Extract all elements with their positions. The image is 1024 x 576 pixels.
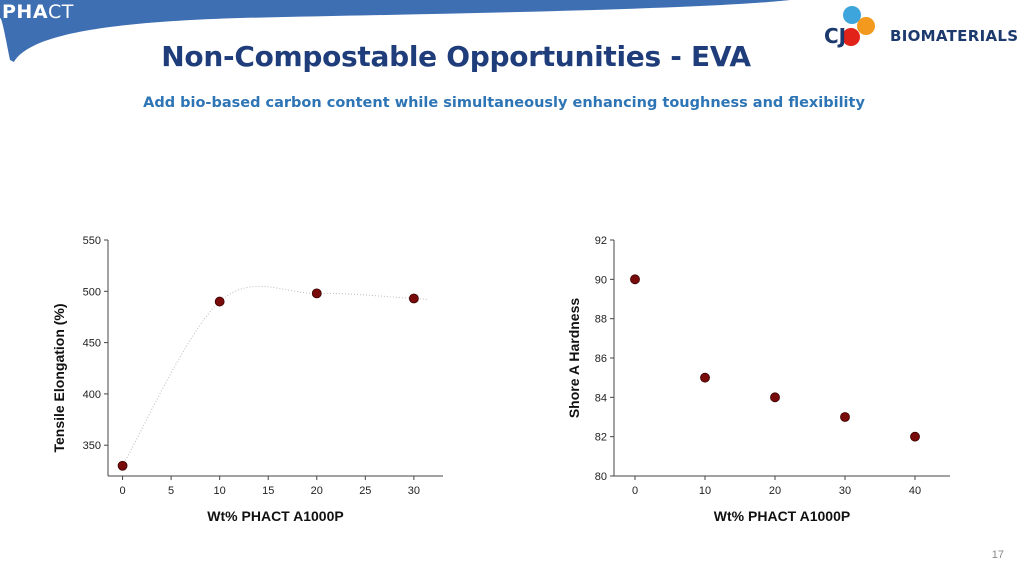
brand-text-bold: PHA	[2, 1, 49, 23]
x-tick-label: 30	[839, 485, 851, 497]
y-tick-label: 90	[595, 274, 607, 286]
y-tick-label: 84	[595, 392, 607, 404]
data-point	[910, 431, 920, 442]
y-axis-title: Shore A Hardness	[566, 298, 582, 419]
x-tick-label: 25	[359, 485, 371, 497]
cj-logo-mark-icon	[842, 6, 875, 46]
page-number: 17	[991, 549, 1004, 561]
y-tick-label: 400	[83, 389, 101, 401]
header-banner	[0, 0, 790, 62]
data-point	[408, 293, 419, 304]
x-tick-label: 5	[168, 485, 174, 497]
cj-biomaterials-logo: CJ BIOMATERIALS	[818, 6, 1018, 56]
y-tick-label: 88	[595, 314, 607, 326]
brand-text-light: CT	[48, 1, 74, 23]
data-point	[770, 392, 780, 403]
y-tick-label: 350	[83, 440, 101, 452]
page-subtitle: Add bio-based carbon content while simul…	[143, 95, 865, 111]
x-tick-label: 20	[769, 485, 781, 497]
data-point	[311, 288, 322, 299]
x-tick-label: 30	[408, 485, 420, 497]
y-tick-label: 86	[595, 353, 607, 365]
x-tick-label: 10	[699, 485, 711, 497]
y-tick-label: 82	[595, 432, 607, 444]
y-tick-label: 450	[83, 338, 101, 350]
shore-hardness-chart: 80 82 84 86 88 90 92 0 10 20 30 40 Wt% PHACT A1000P S…	[555, 225, 975, 535]
y-tick-label: 500	[83, 286, 101, 298]
tensile-elongation-chart: 350 400 450 500 550 0 5 10 15 20 25 30 Wt% PHACT A10…	[40, 225, 460, 535]
x-tick-label: 40	[909, 485, 921, 497]
data-point	[117, 460, 128, 471]
logo-biomaterials-text: BIOMATERIALS	[890, 27, 1019, 45]
data-point	[700, 372, 710, 383]
data-point	[630, 274, 640, 285]
x-axis-title: Wt% PHACT A1000P	[207, 508, 343, 524]
x-tick-label: 20	[311, 485, 323, 497]
y-tick-label: 80	[595, 471, 607, 483]
x-tick-label: 0	[120, 485, 126, 497]
y-tick-label: 550	[83, 235, 101, 247]
page-title: Non-Compostable Opportunities - EVA	[161, 40, 751, 73]
logo-cj-text: CJ	[824, 24, 847, 48]
shore-hardness-plot: 80 82 84 86 88 90 92 0 10 20 30 40 Wt% PHACT A1000P S…	[566, 235, 950, 524]
y-tick-label: 92	[595, 235, 607, 247]
phact-brand-logo: PHACT	[2, 1, 74, 23]
x-tick-label: 10	[214, 485, 226, 497]
trendline	[122, 286, 429, 466]
tensile-elongation-plot: 350 400 450 500 550 0 5 10 15 20 25 30 Wt% PHACT A10…	[51, 235, 443, 524]
x-tick-label: 0	[632, 485, 638, 497]
data-point	[214, 296, 225, 307]
x-axis-title: Wt% PHACT A1000P	[714, 508, 850, 524]
data-point	[840, 412, 850, 422]
y-axis-title: Tensile Elongation (%)	[51, 303, 67, 452]
x-tick-label: 15	[262, 485, 274, 497]
